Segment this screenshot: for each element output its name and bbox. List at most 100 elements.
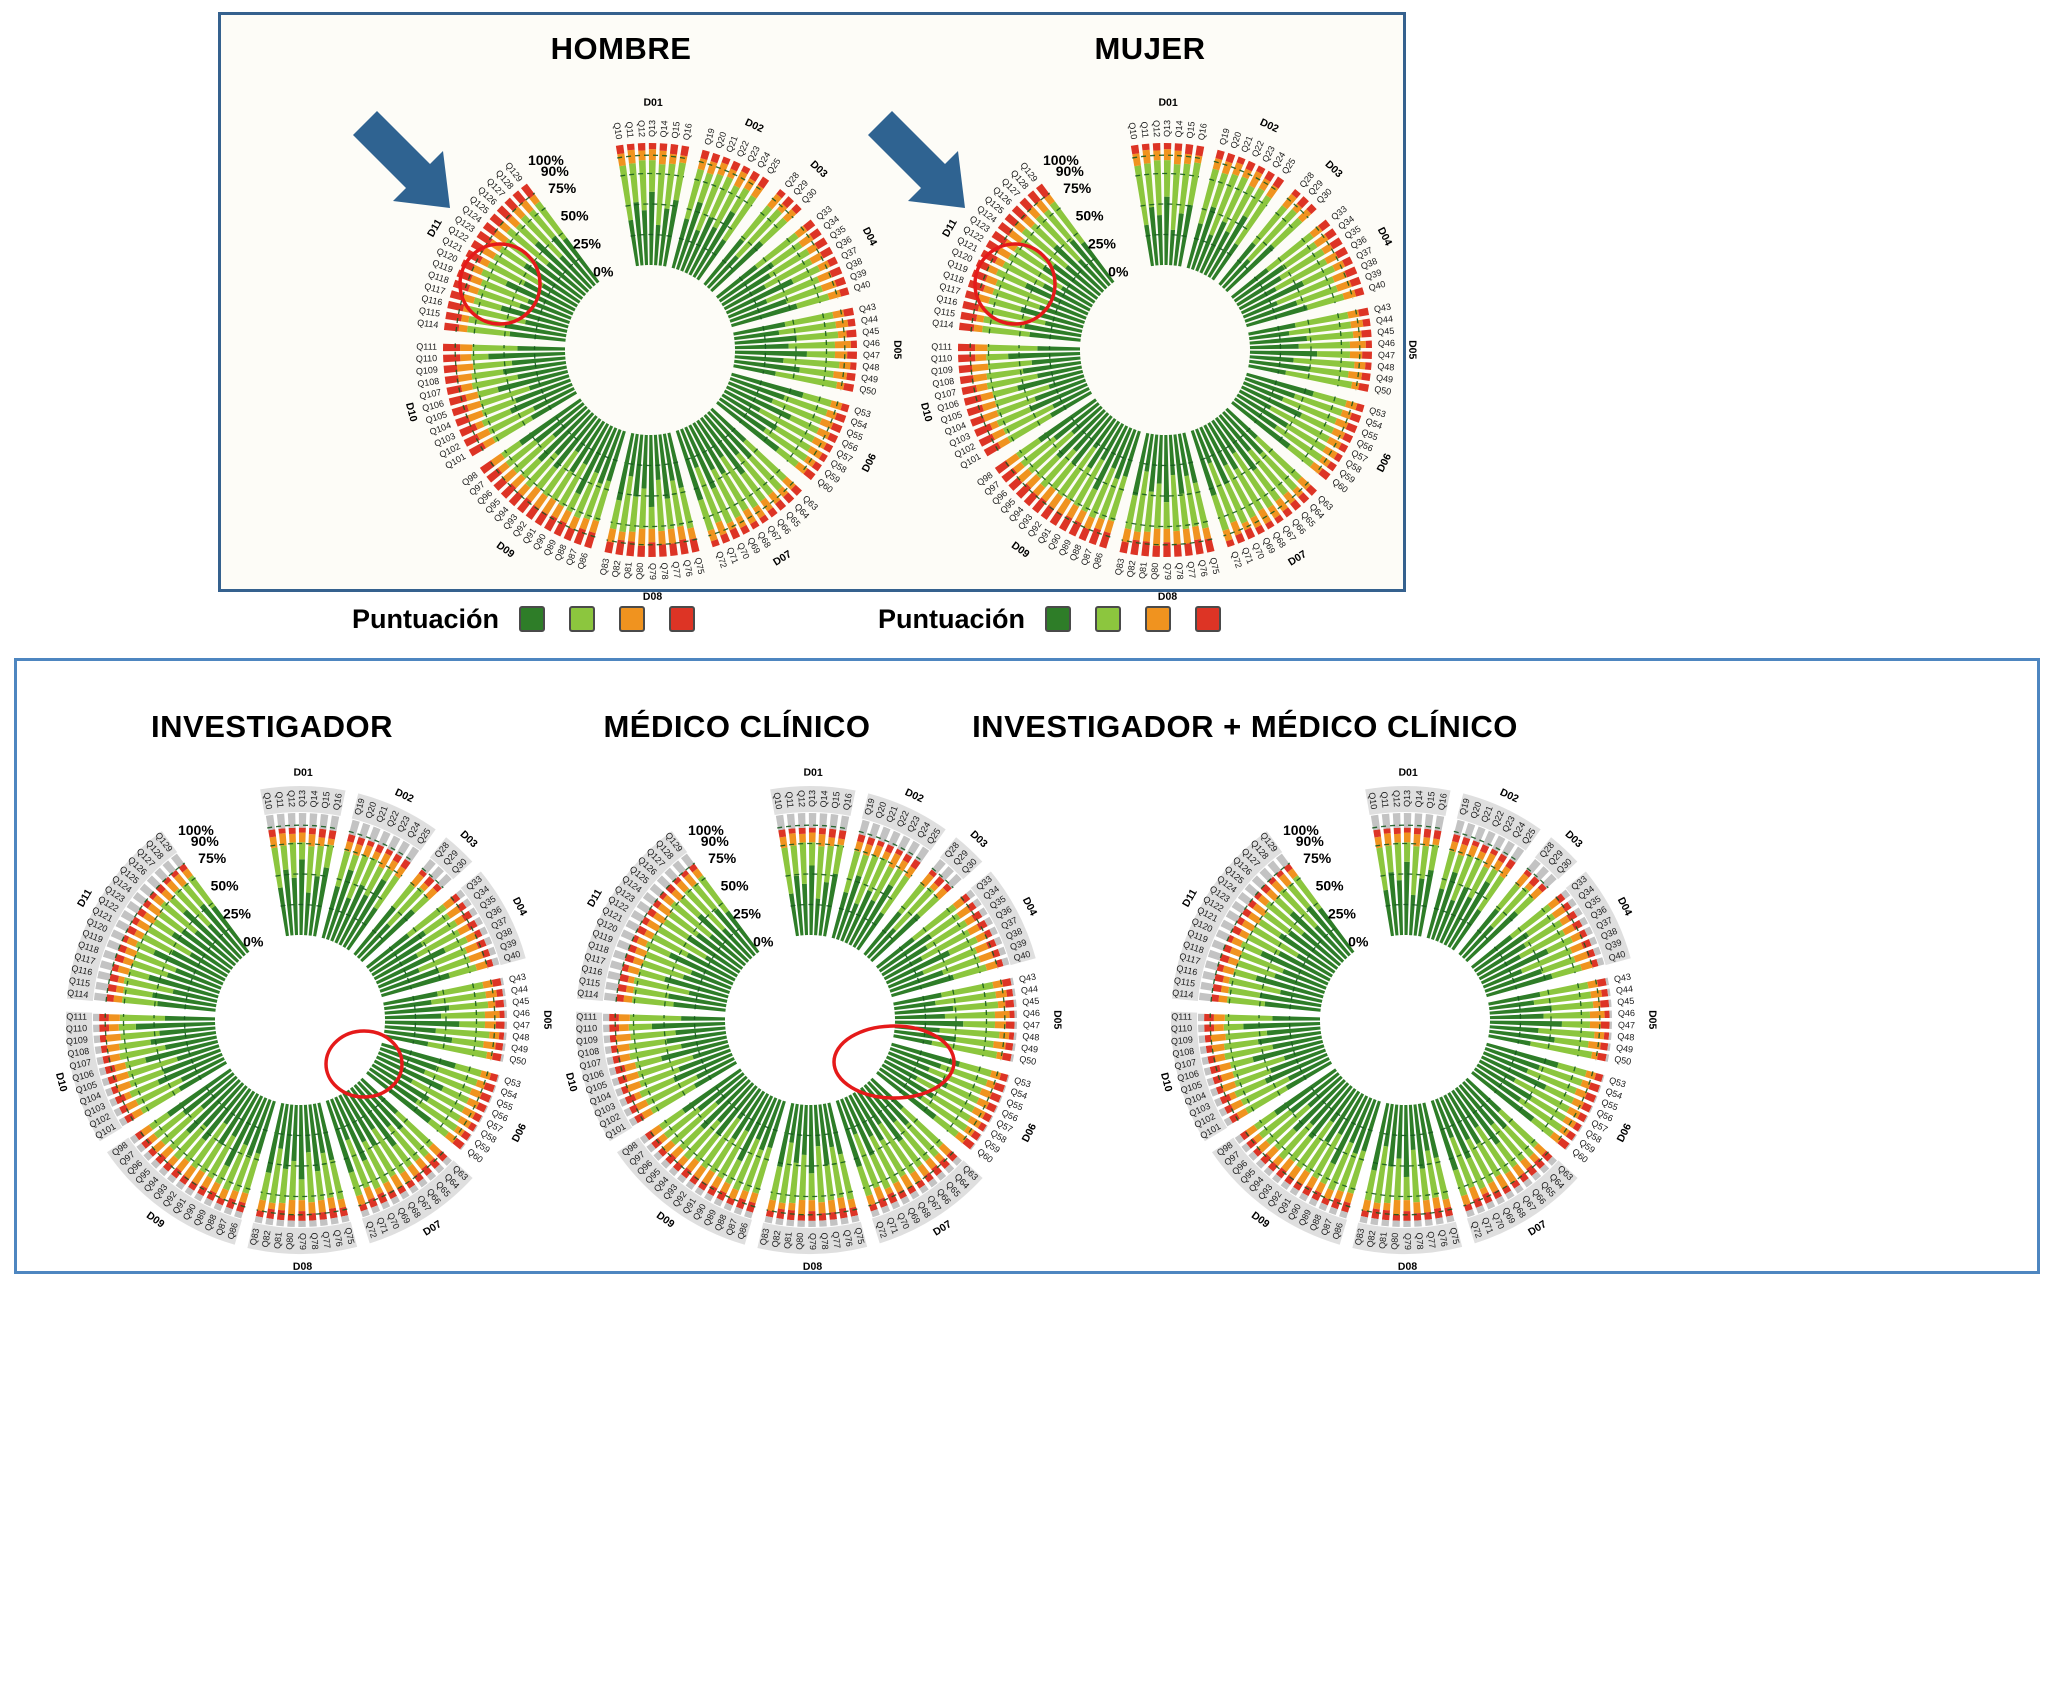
grid-ring	[625, 203, 679, 208]
bar-segment	[808, 832, 816, 843]
bar-segment	[1418, 869, 1434, 937]
grid-ring	[442, 989, 447, 1051]
bar-segment	[615, 1087, 624, 1097]
grid-ring	[1228, 877, 1301, 1004]
bar-segment	[853, 1133, 880, 1189]
bar-segment	[995, 959, 1004, 968]
grid-ring	[702, 468, 781, 520]
bar-segment	[672, 860, 686, 875]
bar-segment	[255, 1210, 265, 1218]
bar-segment	[167, 1155, 179, 1167]
bar-segment	[866, 836, 876, 846]
bar-segment	[206, 1190, 217, 1202]
bar-segment	[512, 434, 556, 474]
bar-segment	[1430, 871, 1458, 941]
bar-segment	[1238, 929, 1250, 940]
bar-segment	[982, 285, 995, 295]
question-label: Q15	[670, 121, 682, 139]
grid-ring	[358, 1151, 444, 1207]
bar-segment	[759, 514, 769, 524]
bar-segment	[429, 1157, 441, 1170]
bar-segment	[1242, 381, 1284, 402]
question-label: Q111	[416, 342, 437, 352]
bar-segment	[696, 932, 744, 970]
bar-segment	[150, 1031, 217, 1045]
bar-segment	[1392, 813, 1401, 828]
bar-segment	[946, 1150, 958, 1162]
grid-ring	[153, 1015, 176, 1096]
bar-segment	[1209, 1064, 1221, 1075]
bar-segment	[134, 1130, 145, 1141]
bar-segment	[1234, 1078, 1267, 1098]
grid-ring	[267, 824, 338, 830]
grid-ring	[1284, 1102, 1365, 1161]
bar-segment	[1347, 1150, 1366, 1194]
bar-segment	[1231, 925, 1243, 936]
bar-segment	[1234, 194, 1272, 246]
bar-segment	[184, 1186, 195, 1196]
bar-segment	[1364, 362, 1372, 371]
bar-segment	[970, 1143, 976, 1151]
bar-segment	[1094, 517, 1105, 531]
bar-segment	[1244, 527, 1256, 540]
bar-segment	[203, 1197, 213, 1207]
bar-segment	[455, 889, 466, 900]
bar-segment	[1467, 844, 1478, 858]
bar-segment	[1214, 973, 1225, 983]
bar-segment	[379, 967, 440, 993]
bar-segment	[505, 280, 574, 316]
domain-label: D11	[75, 887, 95, 909]
bar-segment	[1335, 280, 1352, 292]
bar-segment	[1392, 1220, 1400, 1227]
grid-ring	[946, 907, 981, 974]
bar-segment	[928, 869, 937, 878]
bar-segment	[1221, 161, 1233, 175]
domain-label: D02	[1258, 116, 1281, 135]
bar-segment	[1313, 234, 1329, 248]
bar-segment	[1211, 939, 1226, 951]
axis-label: 25%	[573, 236, 602, 252]
bar-segment	[1413, 1202, 1421, 1214]
bar-segment	[265, 1218, 274, 1226]
bar-segment	[507, 215, 521, 229]
bar-segment	[468, 442, 487, 457]
question-label: Q15	[830, 791, 842, 809]
bar-segment	[643, 929, 655, 940]
bar-segment	[636, 925, 648, 936]
bar-segment	[868, 822, 881, 840]
domain-label: D09	[1009, 539, 1032, 560]
bar-segment	[319, 814, 329, 830]
question-label: Q109	[65, 1035, 88, 1047]
domain-label: D04	[1020, 895, 1040, 918]
bar-segment	[446, 385, 463, 396]
bar-segment	[974, 942, 989, 954]
bar-segment	[194, 930, 237, 967]
bar-segment	[338, 894, 369, 946]
bar-segment	[155, 1153, 167, 1165]
bar-segment	[1329, 237, 1343, 250]
bar-segment	[1288, 321, 1352, 336]
grid-ring	[1003, 460, 1111, 538]
bar-segment	[1173, 150, 1182, 165]
bar-segment	[776, 188, 786, 199]
bar-segment	[384, 999, 432, 1011]
bar-segment	[1479, 844, 1490, 854]
bar-segment	[1026, 474, 1041, 489]
bar-segment	[298, 1200, 306, 1212]
bar-segment	[170, 853, 185, 868]
question-label: Q83	[248, 1227, 261, 1246]
question-label: Q108	[1172, 1046, 1195, 1059]
bar-segment	[583, 482, 603, 520]
grid-ring	[1577, 983, 1583, 1057]
bar-segment	[342, 878, 387, 948]
grid-ring	[1448, 1118, 1514, 1160]
bar-segment	[1034, 378, 1087, 402]
bar-segment	[1557, 1137, 1570, 1150]
bar-segment	[619, 1097, 628, 1107]
bar-segment	[675, 430, 704, 501]
bar-segment	[628, 1116, 638, 1127]
bar-segment	[1374, 1145, 1389, 1204]
label-band	[260, 785, 346, 816]
bar-segment	[267, 1202, 276, 1210]
bar-segment	[1037, 365, 1083, 379]
